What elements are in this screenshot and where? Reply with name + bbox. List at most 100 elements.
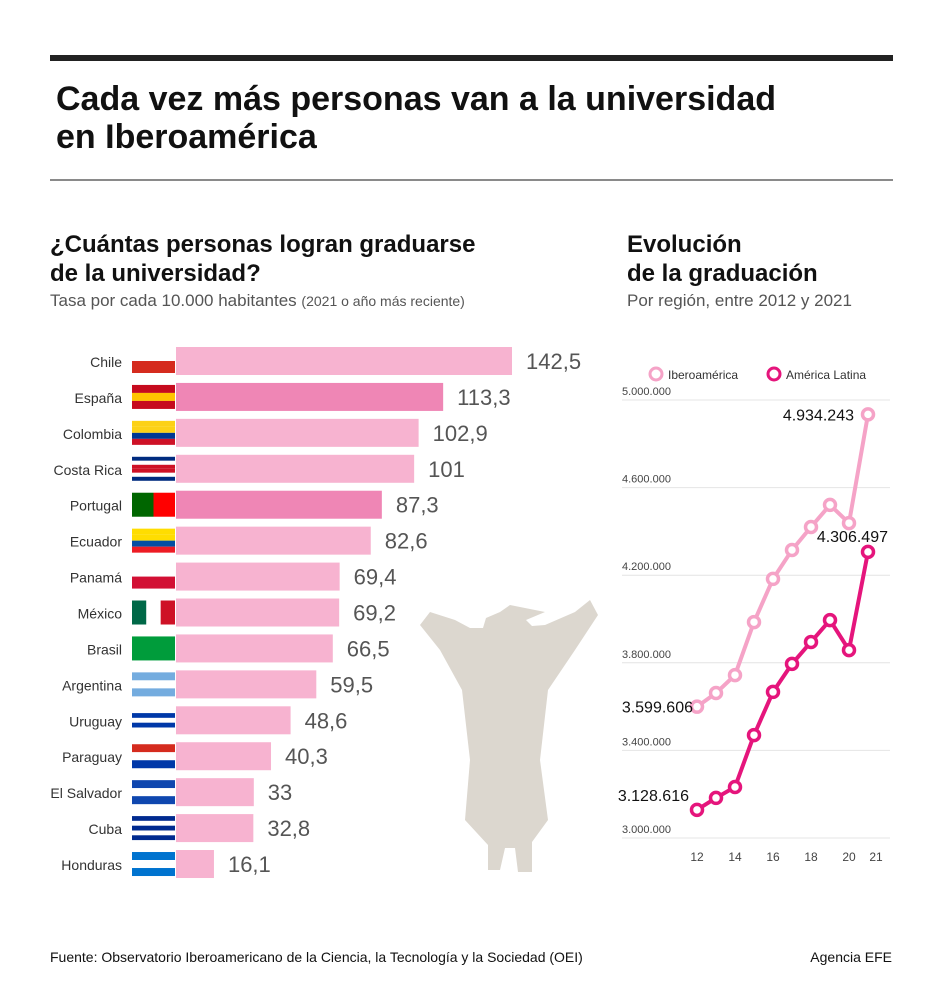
flag	[132, 708, 175, 733]
value-label: 101	[428, 457, 465, 482]
line-chart-title: Evolución de la graduación	[627, 230, 818, 288]
series-line	[695, 551, 870, 812]
point	[689, 699, 705, 714]
point	[822, 497, 838, 513]
flag-stripe	[132, 468, 175, 473]
value-label: 69,4	[354, 565, 397, 590]
category-label: Chile	[90, 354, 122, 370]
value-label: 82,6	[385, 529, 428, 554]
x-tick-label: 20	[842, 850, 856, 864]
flag-stripe	[132, 564, 175, 577]
y-tick-label: 4.200.000	[622, 561, 671, 573]
flag-stripe	[132, 456, 175, 461]
point	[765, 684, 781, 700]
flag-stripe	[132, 830, 175, 836]
point	[708, 685, 724, 701]
flag-stripe	[132, 432, 175, 439]
flag	[132, 420, 175, 445]
value-label: 33	[268, 780, 292, 805]
legend-marker	[766, 366, 782, 382]
value-label: 87,3	[396, 493, 439, 518]
x-tick-label: 21	[869, 850, 883, 864]
legend-label: América Latina	[786, 368, 866, 382]
series-line	[695, 414, 870, 709]
value-label: 3.599.606	[622, 700, 693, 717]
value-label: 142,5	[526, 349, 581, 374]
flag-stripe	[132, 825, 175, 831]
flag-stripe	[132, 528, 175, 535]
flag-stripe	[132, 788, 175, 797]
y-tick-label: 4.600.000	[622, 474, 671, 486]
category-label: Uruguay	[69, 713, 122, 729]
flag-stripe	[132, 680, 175, 689]
flag-stripe	[132, 816, 175, 821]
flag-stripe	[132, 752, 175, 761]
flag-stripe	[132, 384, 175, 393]
value-label: 102,9	[433, 421, 488, 446]
bar	[176, 778, 254, 807]
point	[746, 614, 762, 630]
flag	[132, 528, 175, 553]
bar	[176, 742, 272, 771]
flag	[132, 564, 175, 589]
credit: Agencia EFE	[810, 949, 892, 965]
category-label: Portugal	[70, 498, 122, 514]
source: Fuente: Observatorio Iberoamericano de l…	[50, 949, 583, 965]
flag	[132, 852, 175, 877]
flag-stripe	[132, 713, 175, 718]
flag	[132, 384, 175, 409]
flag-stripe	[132, 780, 175, 789]
flag-stripe	[132, 717, 175, 723]
x-tick-label: 18	[804, 850, 818, 864]
main-title-line: en Iberoamérica	[56, 118, 317, 156]
point	[841, 642, 857, 658]
category-label: El Salvador	[50, 785, 122, 801]
point	[727, 779, 743, 795]
flag-stripe	[132, 760, 175, 769]
x-tick-label: 16	[766, 850, 780, 864]
flag-stripe	[132, 438, 175, 445]
top-rule	[50, 55, 893, 61]
flag-stripe	[132, 361, 175, 373]
flag-stripe	[132, 852, 175, 861]
flag-stripe	[132, 540, 175, 547]
point	[708, 790, 724, 806]
x-tick-label: 14	[728, 850, 742, 864]
bar	[176, 598, 340, 627]
bar	[176, 418, 419, 447]
flag-stripe	[132, 722, 175, 728]
bar	[176, 706, 291, 735]
flag-stripe	[132, 708, 175, 714]
flag-stripe	[153, 492, 175, 517]
bar	[176, 382, 444, 411]
point	[784, 542, 800, 558]
flag	[132, 672, 175, 697]
point	[784, 656, 800, 672]
bar	[176, 562, 340, 591]
flag-stripe	[132, 492, 154, 517]
point	[860, 544, 876, 560]
category-label: España	[75, 390, 123, 406]
flag-stripe	[132, 636, 175, 661]
bar	[176, 454, 415, 483]
bar-title-line: de la universidad?	[50, 260, 261, 287]
point	[822, 612, 838, 628]
category-label: Panamá	[70, 570, 122, 586]
flag-stripe	[132, 688, 175, 697]
point	[860, 407, 876, 422]
value-label: 4.306.497	[817, 529, 888, 546]
value-label: 32,8	[267, 816, 310, 841]
bar	[176, 526, 371, 555]
point	[727, 667, 743, 683]
flag	[132, 492, 175, 517]
category-label: Honduras	[61, 857, 122, 873]
category-label: Argentina	[62, 677, 122, 693]
value-label: 113,3	[457, 385, 510, 410]
point	[689, 802, 705, 818]
point	[746, 727, 762, 743]
flag-stripe	[132, 576, 175, 589]
flag-stripe	[160, 600, 175, 625]
flag-stripe	[146, 600, 161, 625]
flag	[132, 600, 175, 625]
flag-stripe	[132, 460, 175, 465]
